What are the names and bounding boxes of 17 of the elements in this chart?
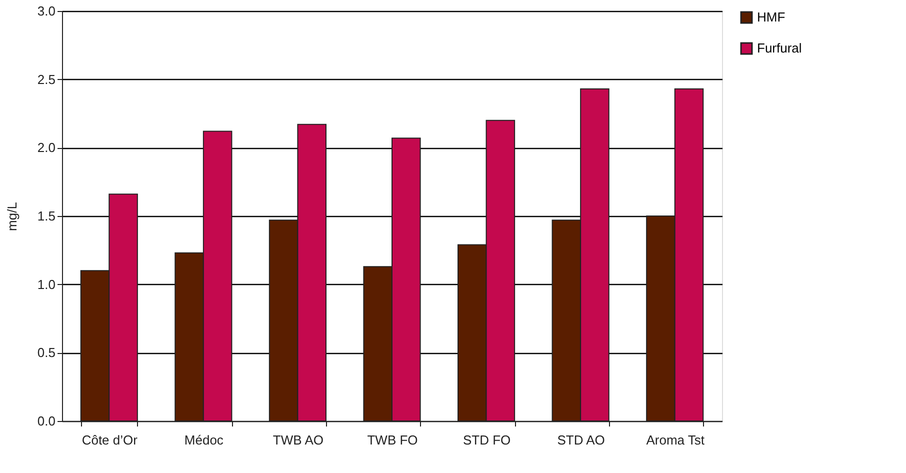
x-tick-label: Médoc <box>184 432 224 448</box>
y-tick-label: 2.0 <box>37 140 56 156</box>
x-tick-label: STD AO <box>557 432 605 448</box>
y-tick-label: 1.0 <box>37 276 56 292</box>
x-tick-label: Aroma Tst <box>646 432 705 448</box>
y-tick-label: 0.5 <box>37 345 56 360</box>
y-tick-label: 2.5 <box>37 72 56 87</box>
y-tick-label: 1.5 <box>37 208 56 224</box>
y-axis-title: mg/L <box>4 202 20 231</box>
y-tick-label: 0.0 <box>37 414 56 428</box>
x-tick-label: Côte d’Or <box>82 432 138 448</box>
x-tick-label: TWB FO <box>367 432 418 448</box>
x-tick-label: STD FO <box>462 432 511 448</box>
x-tick-label: TWB AO <box>272 432 324 448</box>
legend-label: HMF <box>757 10 786 24</box>
y-tick-label: 3.0 <box>37 4 56 18</box>
legend-label: Furfural <box>757 40 802 56</box>
